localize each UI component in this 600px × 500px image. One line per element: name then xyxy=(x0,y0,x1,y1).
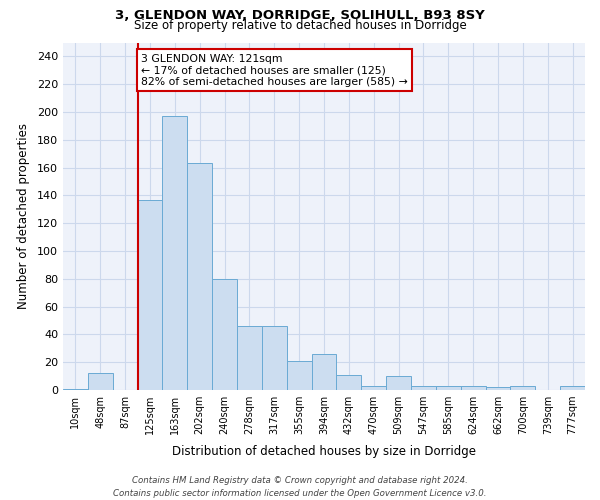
Bar xyxy=(560,386,585,390)
Bar xyxy=(436,386,461,390)
Text: 3 GLENDON WAY: 121sqm
← 17% of detached houses are smaller (125)
82% of semi-det: 3 GLENDON WAY: 121sqm ← 17% of detached … xyxy=(142,54,408,87)
Bar xyxy=(287,361,311,390)
Bar xyxy=(237,326,262,390)
Bar xyxy=(511,386,535,390)
Bar xyxy=(411,386,436,390)
Bar xyxy=(311,354,337,390)
Bar xyxy=(361,386,386,390)
Bar xyxy=(187,164,212,390)
Text: Contains HM Land Registry data © Crown copyright and database right 2024.
Contai: Contains HM Land Registry data © Crown c… xyxy=(113,476,487,498)
Bar xyxy=(163,116,187,390)
Bar xyxy=(63,388,88,390)
Bar xyxy=(88,374,113,390)
Text: Size of property relative to detached houses in Dorridge: Size of property relative to detached ho… xyxy=(134,19,466,32)
Y-axis label: Number of detached properties: Number of detached properties xyxy=(17,123,30,309)
Bar xyxy=(137,200,163,390)
Bar xyxy=(485,387,511,390)
Bar xyxy=(461,386,485,390)
Bar xyxy=(386,376,411,390)
Text: 3, GLENDON WAY, DORRIDGE, SOLIHULL, B93 8SY: 3, GLENDON WAY, DORRIDGE, SOLIHULL, B93 … xyxy=(115,9,485,22)
Bar xyxy=(212,279,237,390)
Bar xyxy=(262,326,287,390)
X-axis label: Distribution of detached houses by size in Dorridge: Distribution of detached houses by size … xyxy=(172,446,476,458)
Bar xyxy=(337,374,361,390)
